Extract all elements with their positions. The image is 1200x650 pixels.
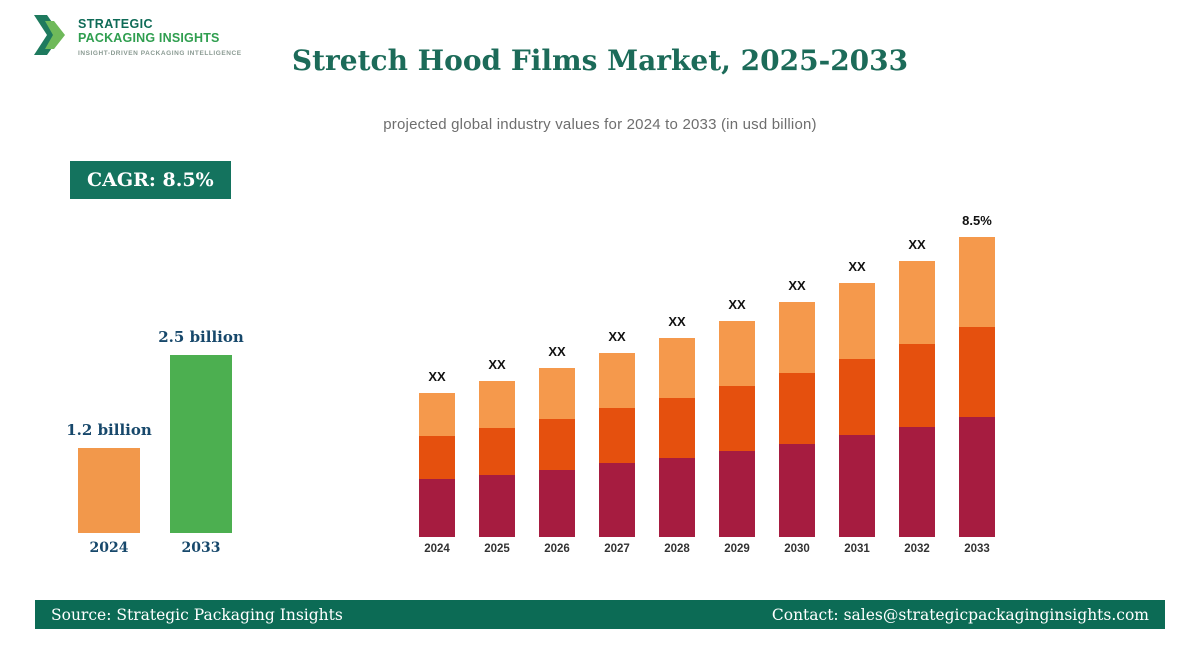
- stacked-bar-group-2025: XX 2025: [479, 357, 515, 555]
- page-title: Stretch Hood Films Market, 2025-2033: [291, 44, 909, 77]
- bar-value-label: XX: [848, 259, 866, 274]
- bar-value-label: XX: [668, 314, 686, 329]
- axis-year-label: 2033: [181, 540, 221, 556]
- segment-bottom: [479, 475, 515, 537]
- stacked-bar-group-2026: XX 2026: [539, 344, 575, 555]
- segment-top: [959, 237, 995, 327]
- stacked-bar-group-2033: 8.5% 2033: [959, 213, 995, 555]
- bar-value-label: XX: [488, 357, 506, 372]
- stacked-bar: [959, 237, 995, 537]
- bar-value-label: XX: [608, 329, 626, 344]
- stacked-bar-group-2031: XX 2031: [839, 259, 875, 555]
- logo-tagline: INSIGHT-DRIVEN PACKAGING INTELLIGENCE: [78, 50, 242, 57]
- segment-middle: [779, 373, 815, 444]
- segment-top: [839, 283, 875, 359]
- bar-value-label: 8.5%: [962, 213, 992, 228]
- segment-middle: [599, 408, 635, 463]
- bar-value-label: XX: [548, 344, 566, 359]
- bar-value-label: 2.5 billion: [158, 328, 244, 346]
- stacked-bar-group-2024: XX 2024: [419, 369, 455, 555]
- footer-contact: Contact: sales@strategicpackaginginsight…: [771, 605, 1149, 624]
- stacked-bar-group-2030: XX 2030: [779, 278, 815, 555]
- stacked-bar: [779, 302, 815, 537]
- stacked-bar-group-2028: XX 2028: [659, 314, 695, 555]
- segment-top: [899, 261, 935, 344]
- logo: STRATEGIC PACKAGING INSIGHTS INSIGHT-DRI…: [34, 14, 242, 57]
- bar: [170, 355, 232, 533]
- segment-middle: [659, 398, 695, 458]
- segment-top: [479, 381, 515, 428]
- stacked-bar: [419, 393, 455, 537]
- axis-year-label: 2026: [544, 543, 570, 555]
- axis-year-label: 2027: [604, 543, 630, 555]
- segment-bottom: [899, 427, 935, 537]
- stacked-bar: [839, 283, 875, 537]
- segment-top: [719, 321, 755, 386]
- stacked-bar: [539, 368, 575, 537]
- growth-bar-group-2033: 2.5 billion 2033: [158, 328, 244, 556]
- footer-source: Source: Strategic Packaging Insights: [51, 605, 343, 624]
- segment-top: [599, 353, 635, 408]
- segment-middle: [479, 428, 515, 475]
- segment-middle: [959, 327, 995, 417]
- segment-bottom: [719, 451, 755, 537]
- logo-chevron-icon: [34, 15, 65, 55]
- segment-middle: [719, 386, 755, 451]
- segment-bottom: [419, 479, 455, 537]
- stacked-bar: [659, 338, 695, 537]
- axis-year-label: 2031: [844, 543, 870, 555]
- bar-value-label: XX: [428, 369, 446, 384]
- logo-text: STRATEGIC PACKAGING INSIGHTS INSIGHT-DRI…: [78, 14, 242, 57]
- axis-year-label: 2032: [904, 543, 930, 555]
- segment-bottom: [539, 470, 575, 537]
- bar-value-label: XX: [908, 237, 926, 252]
- axis-year-label: 2028: [664, 543, 690, 555]
- segment-bottom: [779, 444, 815, 537]
- axis-year-label: 2033: [964, 543, 990, 555]
- segment-middle: [839, 359, 875, 435]
- segment-top: [419, 393, 455, 436]
- axis-year-label: 2024: [424, 543, 450, 555]
- bar-value-label: XX: [788, 278, 806, 293]
- stacked-bar-group-2029: XX 2029: [719, 297, 755, 555]
- stacked-bar-group-2027: XX 2027: [599, 329, 635, 555]
- segment-bottom: [659, 458, 695, 537]
- growth-summary-chart: 1.2 billion 2024 2.5 billion 2033: [66, 328, 244, 556]
- segment-top: [539, 368, 575, 419]
- axis-year-label: 2024: [89, 540, 129, 556]
- logo-line1: STRATEGIC: [78, 17, 153, 31]
- logo-line2: PACKAGING INSIGHTS: [78, 31, 220, 45]
- segment-top: [659, 338, 695, 398]
- axis-year-label: 2025: [484, 543, 510, 555]
- stacked-bar-group-2032: XX 2032: [899, 237, 935, 555]
- page-subtitle: projected global industry values for 202…: [383, 116, 817, 133]
- bar-value-label: 1.2 billion: [66, 421, 152, 439]
- bar: [78, 448, 140, 533]
- stacked-bar: [599, 353, 635, 537]
- segment-bottom: [599, 463, 635, 537]
- cagr-badge: CAGR: 8.5%: [70, 161, 231, 199]
- segment-middle: [419, 436, 455, 479]
- stacked-bar: [479, 381, 515, 537]
- segment-middle: [539, 419, 575, 470]
- stacked-bar: [899, 261, 935, 537]
- segment-top: [779, 302, 815, 373]
- axis-year-label: 2029: [724, 543, 750, 555]
- segment-bottom: [959, 417, 995, 537]
- bar-value-label: XX: [728, 297, 746, 312]
- projection-chart: XX 2024 XX 2025 XX 2026 XX 2027 XX 2028 XX 2029 XX 20…: [419, 213, 995, 555]
- segment-bottom: [839, 435, 875, 537]
- axis-year-label: 2030: [784, 543, 810, 555]
- stacked-bar: [719, 321, 755, 537]
- growth-bar-group-2024: 1.2 billion 2024: [66, 421, 152, 556]
- footer-bar: Source: Strategic Packaging Insights Con…: [35, 600, 1165, 629]
- segment-middle: [899, 344, 935, 427]
